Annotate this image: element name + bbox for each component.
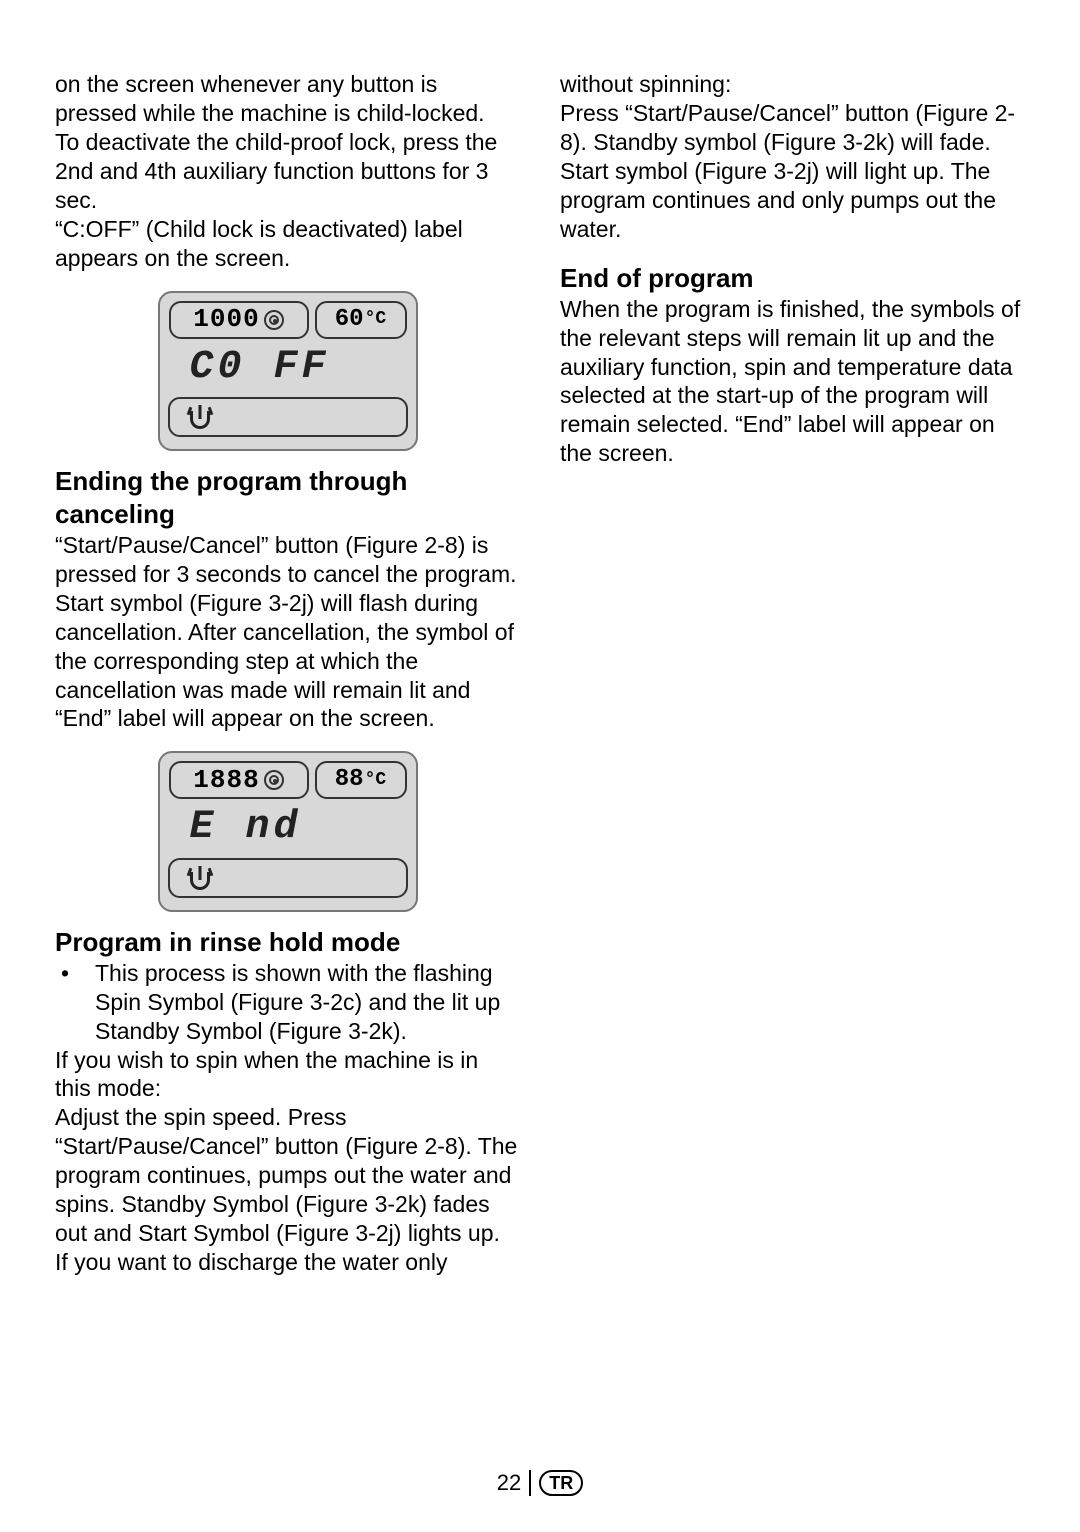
- paragraph: When the program is finished, the symbol…: [560, 295, 1025, 469]
- bullet-text: This process is shown with the flashing …: [95, 959, 520, 1046]
- bullet-item: • This process is shown with the flashin…: [55, 959, 520, 1046]
- lcd-temp-unit: °C: [365, 308, 387, 331]
- paragraph: To deactivate the child-proof lock, pres…: [55, 128, 520, 215]
- lcd-bottom-pill: [168, 397, 408, 437]
- paragraph: Press “Start/Pause/Cancel” button (Figur…: [560, 99, 1025, 244]
- lcd-spin-value: 1888: [193, 764, 259, 797]
- spin-icon: [264, 770, 284, 790]
- lcd-temp-pill: 60°C: [315, 301, 407, 339]
- lcd-status-text: E nd: [168, 799, 408, 857]
- page-footer: 22 TR: [0, 1470, 1080, 1496]
- lcd-status-text: C0 FF: [168, 339, 408, 397]
- left-column: on the screen whenever any button is pre…: [55, 70, 520, 1277]
- lcd-bottom-pill: [168, 858, 408, 898]
- lcd-spin-pill: 1888: [169, 761, 309, 799]
- paragraph: on the screen whenever any button is pre…: [55, 70, 520, 128]
- lcd-spin-pill: 1000: [169, 301, 309, 339]
- right-column: without spinning: Press “Start/Pause/Can…: [560, 70, 1025, 1277]
- power-icon: [188, 405, 212, 429]
- paragraph: “C:OFF” (Child lock is deactivated) labe…: [55, 215, 520, 273]
- lcd-temp-unit: °C: [365, 769, 387, 792]
- lcd-temp-pill: 88°C: [315, 761, 407, 799]
- paragraph: without spinning:: [560, 70, 1025, 99]
- lcd-temp-value: 60: [335, 305, 364, 335]
- content-columns: on the screen whenever any button is pre…: [55, 70, 1025, 1277]
- lcd-display-end: 1888 88°C E nd: [158, 751, 418, 911]
- heading-end-of-program: End of program: [560, 262, 1025, 295]
- paragraph: “Start/Pause/Cancel” button (Figure 2-8)…: [55, 531, 520, 734]
- lcd-temp-value: 88: [335, 765, 364, 795]
- heading-ending-program: Ending the program through canceling: [55, 465, 520, 531]
- paragraph: If you wish to spin when the machine is …: [55, 1046, 520, 1104]
- paragraph: If you want to discharge the water only: [55, 1248, 520, 1277]
- lcd-top-row: 1000 60°C: [168, 301, 408, 339]
- region-badge: TR: [539, 1470, 583, 1496]
- power-icon: [188, 866, 212, 890]
- footer-divider: [529, 1470, 531, 1496]
- spin-icon: [264, 310, 284, 330]
- paragraph: Adjust the spin speed. Press “Start/Paus…: [55, 1103, 520, 1248]
- lcd-spin-value: 1000: [193, 303, 259, 336]
- lcd-top-row: 1888 88°C: [168, 761, 408, 799]
- page-number: 22: [497, 1470, 521, 1496]
- bullet-marker: •: [55, 959, 95, 1046]
- heading-rinse-hold: Program in rinse hold mode: [55, 926, 520, 959]
- lcd-display-coff: 1000 60°C C0 FF: [158, 291, 418, 451]
